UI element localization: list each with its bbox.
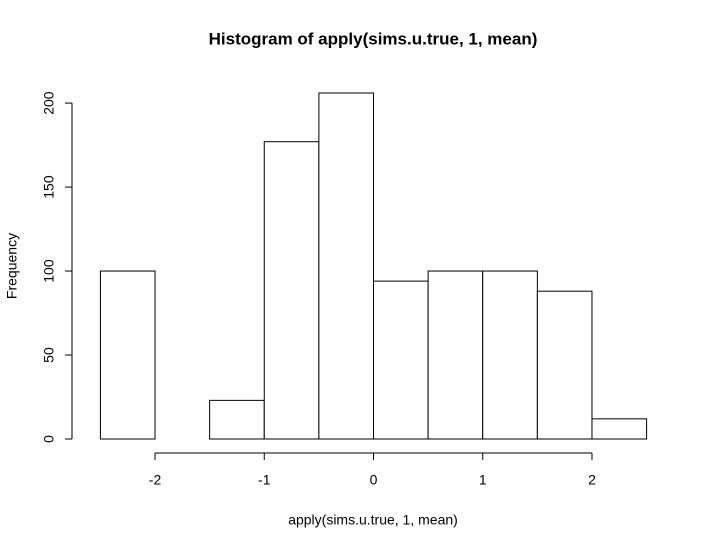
bar [209, 399, 265, 440]
bar [373, 280, 429, 440]
y-tick-label: 50 [41, 347, 57, 363]
y-tick-label: 100 [41, 259, 57, 283]
x-tick-label: 2 [588, 472, 596, 488]
y-tick-label: 150 [41, 175, 57, 199]
x-tick-label: 0 [370, 472, 378, 488]
x-tick-label: -2 [149, 472, 162, 488]
bar [536, 290, 593, 440]
x-tick-label: 1 [479, 472, 487, 488]
x-tick-label: -1 [258, 472, 271, 488]
x-axis-label: apply(sims.u.true, 1, mean) [288, 512, 458, 528]
chart-title: Histogram of apply(sims.u.true, 1, mean) [209, 29, 538, 48]
bar [263, 141, 320, 440]
y-tick-label: 0 [41, 435, 57, 443]
bar [591, 418, 648, 440]
y-tick-label: 200 [41, 91, 57, 115]
bar [427, 270, 484, 440]
bar [99, 270, 156, 440]
bar [318, 92, 375, 440]
y-axis-label: Frequency [4, 233, 20, 299]
bar [482, 270, 538, 440]
